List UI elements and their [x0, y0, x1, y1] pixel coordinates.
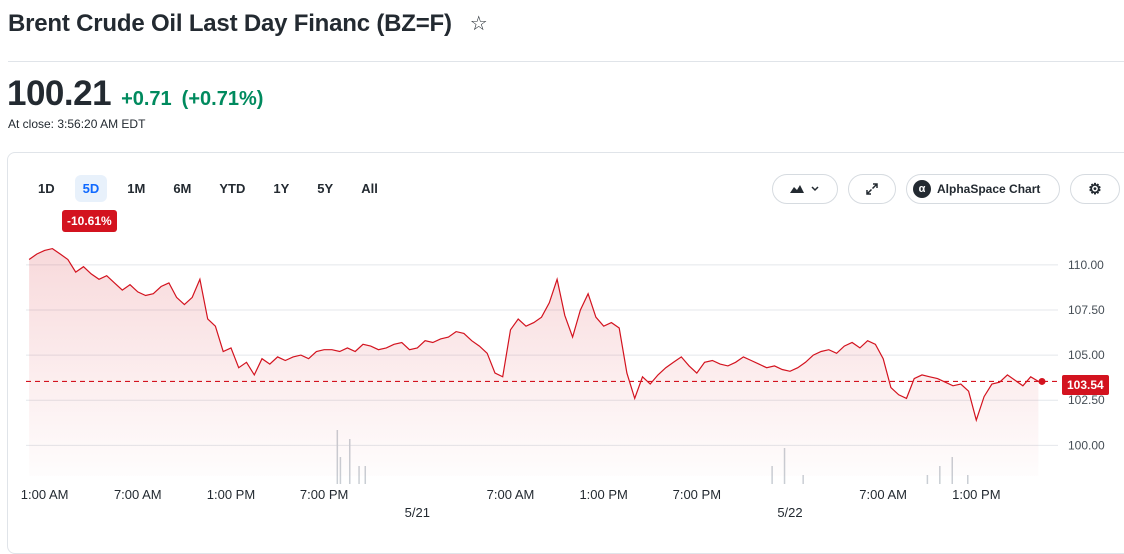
- last-price-tag: 103.54: [1062, 375, 1109, 395]
- star-icon[interactable]: ☆: [469, 13, 488, 35]
- alphaspace-chart-button[interactable]: α AlphaSpace Chart: [906, 174, 1060, 204]
- header-divider: [8, 61, 1124, 62]
- range-tab-ytd[interactable]: YTD: [219, 181, 246, 196]
- date-label: 5/22: [777, 505, 802, 520]
- date-label: 5/21: [405, 505, 430, 520]
- y-tick-label: 102.50: [1068, 393, 1105, 407]
- volume-bar: [967, 475, 969, 484]
- gear-icon: ⚙: [1088, 181, 1102, 198]
- x-tick-label: 7:00 AM: [859, 487, 907, 502]
- settings-button[interactable]: ⚙: [1070, 174, 1120, 204]
- y-tick-label: 105.00: [1068, 348, 1105, 362]
- volume-bar: [802, 475, 804, 484]
- range-tab-all[interactable]: All: [361, 181, 378, 196]
- y-tick-label: 110.00: [1068, 258, 1104, 272]
- price-row: 100.21 +0.71 (+0.71%): [7, 74, 263, 114]
- mountain-chart-icon: [790, 185, 819, 193]
- x-tick-label: 7:00 AM: [487, 487, 535, 502]
- x-tick-label: 1:00 PM: [952, 487, 1000, 502]
- alphaspace-logo-icon: α: [913, 180, 931, 198]
- x-tick-label: 1:00 PM: [579, 487, 627, 502]
- range-tab-1d[interactable]: 1D: [38, 181, 55, 196]
- price-change-percent: (+0.71%): [181, 88, 264, 110]
- range-tab-1m[interactable]: 1M: [127, 181, 146, 196]
- x-axis-labels: 1:00 AM 7:00 AM 1:00 PM 7:00 PM 7:00 AM 1:00 …: [21, 487, 1001, 520]
- last-price-dot: [1038, 377, 1046, 385]
- close-time: At close: 3:56:20 AM EDT: [8, 117, 146, 131]
- performance-badge: -10.61%: [62, 210, 117, 232]
- y-tick-label: 100.00: [1068, 438, 1105, 452]
- y-tick-label: 107.50: [1068, 303, 1105, 317]
- x-tick-label: 7:00 AM: [114, 487, 162, 502]
- range-tabs: 1D 5D 1M 6M YTD 1Y 5Y All: [30, 175, 398, 202]
- price-change: +0.71: [121, 88, 172, 110]
- range-tab-5d[interactable]: 5D: [74, 175, 108, 202]
- x-tick-label: 1:00 AM: [21, 487, 69, 502]
- range-tab-1y[interactable]: 1Y: [273, 181, 290, 196]
- expand-button[interactable]: [848, 174, 896, 204]
- range-tab-5y[interactable]: 5Y: [317, 181, 334, 196]
- volume-bar: [926, 475, 929, 484]
- alphaspace-label: AlphaSpace Chart: [937, 182, 1041, 196]
- price-area: [29, 248, 1039, 476]
- x-tick-label: 7:00 PM: [673, 487, 721, 502]
- x-tick-label: 7:00 PM: [300, 487, 348, 502]
- x-tick-label: 1:00 PM: [207, 487, 255, 502]
- range-tab-6m[interactable]: 6M: [173, 181, 192, 196]
- price-chart: 110.00 107.50 105.00 102.50 100.00 1:00 AM 7:…: [21, 247, 1105, 520]
- chart-type-button[interactable]: [772, 174, 838, 204]
- title-row: Brent Crude Oil Last Day Financ (BZ=F) ☆: [8, 10, 488, 38]
- expand-icon: [866, 183, 878, 195]
- y-axis-labels: 110.00 107.50 105.00 102.50 100.00: [1068, 258, 1105, 452]
- price-value: 100.21: [7, 74, 112, 113]
- page-title: Brent Crude Oil Last Day Financ (BZ=F): [8, 10, 452, 37]
- price-line: [28, 247, 1039, 423]
